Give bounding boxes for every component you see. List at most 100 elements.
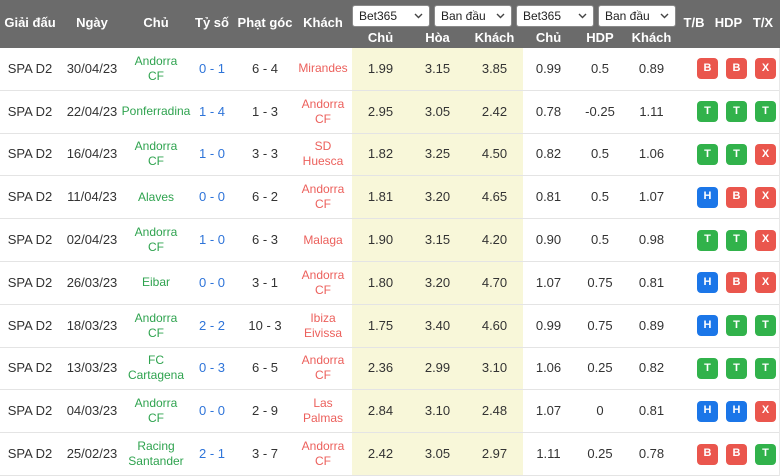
result-badge: T [697, 143, 718, 165]
sublabel-odds-home: Chủ [367, 30, 394, 45]
match-row: SPA D2 18/03/23 Andorra CF 2 - 2 10 - 3 … [0, 304, 779, 348]
odds-home-value: 2.36 [352, 347, 409, 390]
line-select-2[interactable]: Ban đầu [598, 5, 676, 27]
away-team-link[interactable]: SD Huesca [302, 139, 344, 169]
league-cell: SPA D2 [7, 317, 53, 333]
result-badge: B [726, 58, 747, 80]
hdp-away-value: 0.98 [638, 231, 665, 247]
result-badge: X [755, 272, 776, 294]
home-team-link[interactable]: Ponferradina [121, 104, 191, 119]
corners-score: 2 - 9 [251, 403, 278, 419]
score-link[interactable]: 1 - 4 [198, 103, 225, 119]
bookmaker-select-2[interactable]: Bet365 [516, 5, 594, 27]
away-team-link[interactable]: Mirandes [298, 61, 348, 76]
result-badge: T [697, 101, 718, 123]
bookmaker-select-2-value: Bet365 [523, 9, 562, 23]
hdp-away-value: 0.82 [638, 360, 665, 376]
match-row: SPA D2 11/04/23 Alaves 0 - 0 6 - 2 Andor… [0, 176, 779, 220]
odds-home-value: 1.81 [352, 176, 409, 219]
corners-score: 3 - 7 [251, 445, 278, 461]
result-badge: T [755, 443, 776, 465]
league-cell: SPA D2 [7, 445, 53, 461]
result-badge: T [726, 143, 747, 165]
away-team-link[interactable]: Malaga [303, 232, 343, 247]
hdp-line-value: 0.5 [590, 146, 610, 162]
home-team-link[interactable]: Eibar [141, 275, 170, 290]
home-team-link[interactable]: Racing Santander [128, 439, 184, 469]
result-badge: H [726, 400, 747, 422]
away-team-link[interactable]: Andorra CF [301, 353, 345, 383]
away-team-link[interactable]: Las Palmas [302, 396, 343, 426]
bookmaker-select-1[interactable]: Bet365 [352, 5, 430, 27]
sublabel-hdp-line: HDP [586, 30, 614, 45]
hdp-away-value: 1.07 [638, 189, 665, 205]
odds-away-value: 2.48 [466, 390, 523, 433]
corners-score: 3 - 1 [251, 274, 278, 290]
home-team-link[interactable]: Andorra CF [134, 53, 178, 83]
match-row: SPA D2 25/02/23 Racing Santander 2 - 1 3… [0, 433, 779, 476]
line-select-1[interactable]: Ban đầu [434, 5, 512, 27]
chevron-down-icon [496, 13, 505, 19]
col-header-win-lose: T/B [683, 14, 705, 30]
home-team-link[interactable]: Andorra CF [134, 396, 178, 426]
col-header-over-under: T/X [752, 14, 774, 30]
sublabel-hdp-away: Khách [631, 30, 672, 45]
away-team-link[interactable]: Andorra CF [301, 96, 345, 126]
score-link[interactable]: 0 - 0 [198, 189, 225, 205]
hdp-home-value: 0.78 [535, 103, 562, 119]
odds-draw-value: 3.05 [409, 433, 466, 475]
league-cell: SPA D2 [7, 231, 53, 247]
hdp-line-value: -0.25 [585, 103, 615, 119]
result-badge: B [726, 443, 747, 465]
odds-away-value: 2.97 [466, 433, 523, 475]
home-team-link[interactable]: Andorra CF [134, 225, 178, 255]
odds-draw-value: 3.15 [409, 48, 466, 90]
bookmaker-select-1-value: Bet365 [359, 9, 398, 23]
result-badge: H [697, 400, 718, 422]
hdp-line-value: 0.5 [590, 60, 610, 76]
result-badge: X [755, 58, 776, 80]
corners-score: 6 - 3 [251, 231, 278, 247]
result-badge: X [755, 143, 776, 165]
odds-home-value: 2.95 [352, 90, 409, 133]
result-badge: B [726, 186, 747, 208]
away-team-link[interactable]: Andorra CF [301, 182, 345, 212]
odds-draw-value: 3.05 [409, 90, 466, 133]
result-badge: T [697, 357, 718, 379]
score-link[interactable]: 1 - 0 [198, 146, 225, 162]
hdp-away-value: 0.78 [638, 445, 665, 461]
odds-away-value: 4.20 [466, 219, 523, 261]
league-cell: SPA D2 [7, 60, 53, 76]
score-link[interactable]: 0 - 3 [198, 360, 225, 376]
table-body: SPA D2 30/04/23 Andorra CF 0 - 1 6 - 4 M… [0, 48, 780, 476]
odds-draw-value: 2.99 [409, 347, 466, 390]
result-badge: T [726, 357, 747, 379]
match-date: 11/04/23 [67, 189, 117, 205]
odds-away-value: 4.50 [466, 133, 523, 176]
col-header-away: Khách [303, 14, 343, 30]
score-link[interactable]: 0 - 1 [198, 60, 225, 76]
hdp-away-value: 0.81 [638, 274, 665, 290]
away-team-link[interactable]: Andorra CF [301, 439, 345, 469]
score-link[interactable]: 0 - 0 [198, 403, 225, 419]
home-team-link[interactable]: Andorra CF [134, 139, 178, 169]
score-link[interactable]: 0 - 0 [198, 274, 225, 290]
match-row: SPA D2 16/04/23 Andorra CF 1 - 0 3 - 3 S… [0, 133, 779, 177]
home-team-link[interactable]: FC Cartagena [127, 353, 185, 383]
odds-home-value: 2.42 [352, 433, 409, 475]
away-team-link[interactable]: Andorra CF [301, 267, 345, 297]
away-team-link[interactable]: Ibiza Eivissa [303, 310, 342, 340]
result-badge: T [726, 315, 747, 337]
score-link[interactable]: 2 - 2 [198, 317, 225, 333]
odds-home-value: 2.84 [352, 390, 409, 433]
score-link[interactable]: 2 - 1 [198, 445, 225, 461]
score-link[interactable]: 1 - 0 [198, 231, 225, 247]
hdp-line-value: 0.75 [587, 274, 613, 290]
home-team-link[interactable]: Alaves [137, 189, 175, 204]
home-team-link[interactable]: Andorra CF [134, 310, 178, 340]
